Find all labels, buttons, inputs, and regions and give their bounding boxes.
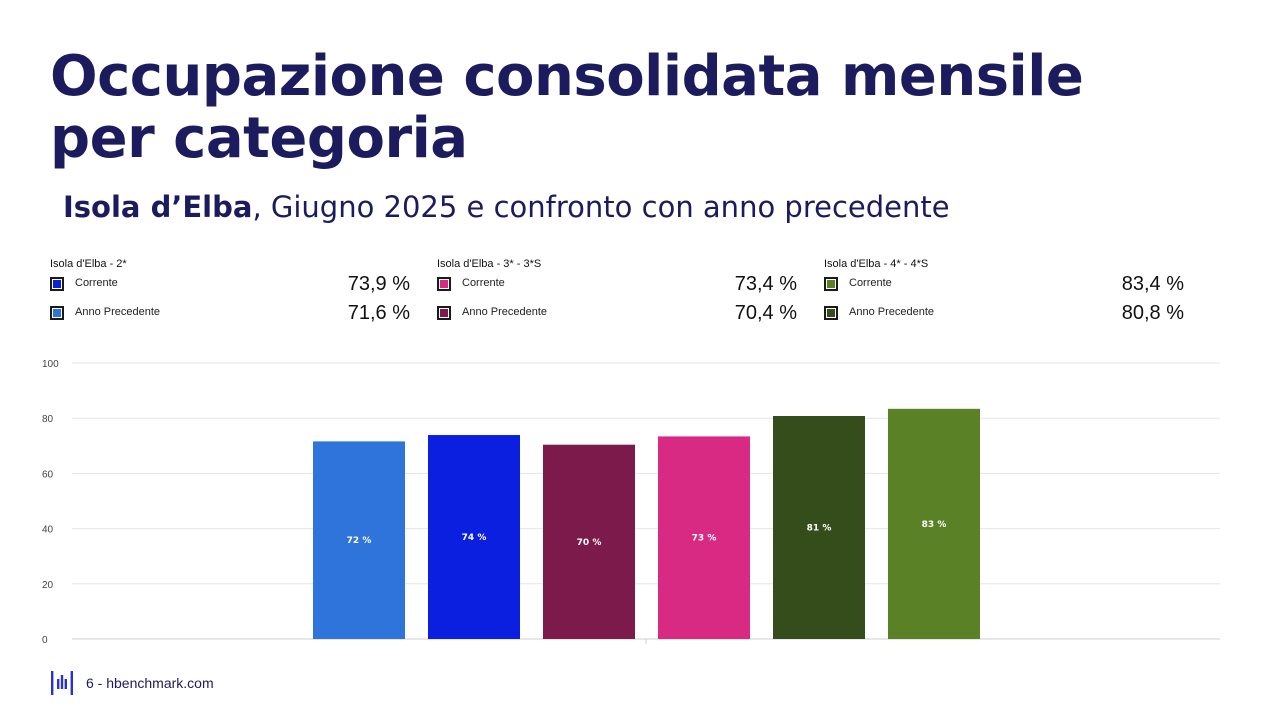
- page-title-line2: per categoria: [50, 106, 468, 171]
- bar-data-label: 74 %: [462, 533, 487, 543]
- page-title-line1: Occupazione consolidata mensile: [50, 44, 1084, 109]
- y-tick-label: 0: [42, 635, 48, 646]
- footer: 6 - hbenchmark.com: [50, 670, 214, 696]
- legend-swatch: [824, 306, 838, 320]
- legend-item-anno-precedente[interactable]: Anno Precedente 80,8 %: [824, 300, 1184, 329]
- bar-data-label: 83 %: [922, 520, 947, 530]
- legend-item-anno-precedente[interactable]: Anno Precedente 71,6 %: [50, 300, 410, 329]
- bar[interactable]: [543, 444, 635, 639]
- bar[interactable]: [313, 441, 405, 639]
- legend-item-corrente[interactable]: Corrente 83,4 %: [824, 271, 1184, 300]
- legend-label: Corrente: [462, 277, 505, 289]
- bar[interactable]: [658, 436, 750, 639]
- legend-value: 73,4 %: [734, 273, 797, 295]
- bar-data-label: 70 %: [577, 538, 602, 548]
- bar[interactable]: [773, 415, 865, 639]
- subtitle-period: , Giugno 2025 e confronto con anno prece…: [252, 190, 950, 224]
- legend-value: 80,8 %: [1121, 302, 1184, 324]
- legend-value: 73,9 %: [347, 273, 410, 295]
- page-subtitle: Isola d’Elba, Giugno 2025 e confronto co…: [63, 187, 950, 227]
- y-tick-label: 80: [42, 414, 54, 425]
- legend-swatch: [50, 277, 64, 291]
- legend-group-4-stars: Isola d'Elba - 4* - 4*S Corrente 83,4 % …: [824, 257, 1184, 329]
- legend-group-3-stars: Isola d'Elba - 3* - 3*S Corrente 73,4 % …: [437, 257, 797, 329]
- legend-group-title: Isola d'Elba - 4* - 4*S: [824, 258, 929, 270]
- bar-data-label: 72 %: [347, 536, 372, 546]
- legend-swatch: [437, 277, 451, 291]
- bar-data-label: 81 %: [807, 523, 832, 533]
- hbenchmark-logo-icon: [51, 671, 73, 695]
- legend-value: 71,6 %: [347, 302, 410, 324]
- legend-value: 70,4 %: [734, 302, 797, 324]
- legend-group-title: Isola d'Elba - 3* - 3*S: [437, 258, 542, 270]
- legend-item-anno-precedente[interactable]: Anno Precedente 70,4 %: [437, 300, 797, 329]
- bar[interactable]: [428, 435, 520, 639]
- legend-item-corrente[interactable]: Corrente 73,9 %: [50, 271, 410, 300]
- y-tick-label: 40: [42, 525, 54, 536]
- y-tick-label: 20: [42, 580, 54, 591]
- bar-chart: 0 20 40 60 80 100 72 % 74 % 70 % 73 % 81 % 83 %: [42, 359, 1220, 646]
- legend-label: Corrente: [75, 277, 118, 289]
- legend-swatch: [50, 306, 64, 320]
- legend-label: Anno Precedente: [75, 306, 161, 318]
- legend-label: Anno Precedente: [849, 306, 935, 318]
- footer-text: 6 - hbenchmark.com: [86, 675, 214, 691]
- bar[interactable]: [888, 408, 980, 639]
- bar-data-label: 73 %: [692, 534, 717, 544]
- page-title: Occupazione consolidata mensile per cate…: [50, 46, 1230, 170]
- y-tick-label: 100: [42, 359, 59, 370]
- legend-swatch: [437, 306, 451, 320]
- legend-item-corrente[interactable]: Corrente 73,4 %: [437, 271, 797, 300]
- legend-value: 83,4 %: [1121, 273, 1184, 295]
- legend-label: Anno Precedente: [462, 306, 548, 318]
- legend-label: Corrente: [849, 277, 892, 289]
- legend-group-2-stars: Isola d'Elba - 2* Corrente 73,9 % Anno P…: [50, 257, 410, 329]
- y-tick-label: 60: [42, 469, 54, 480]
- legend-swatch: [824, 277, 838, 291]
- subtitle-location: Isola d’Elba: [63, 190, 253, 224]
- legend-group-title: Isola d'Elba - 2*: [50, 258, 127, 270]
